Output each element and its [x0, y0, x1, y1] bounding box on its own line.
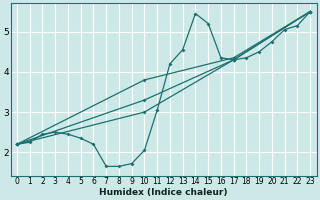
X-axis label: Humidex (Indice chaleur): Humidex (Indice chaleur)	[99, 188, 228, 197]
